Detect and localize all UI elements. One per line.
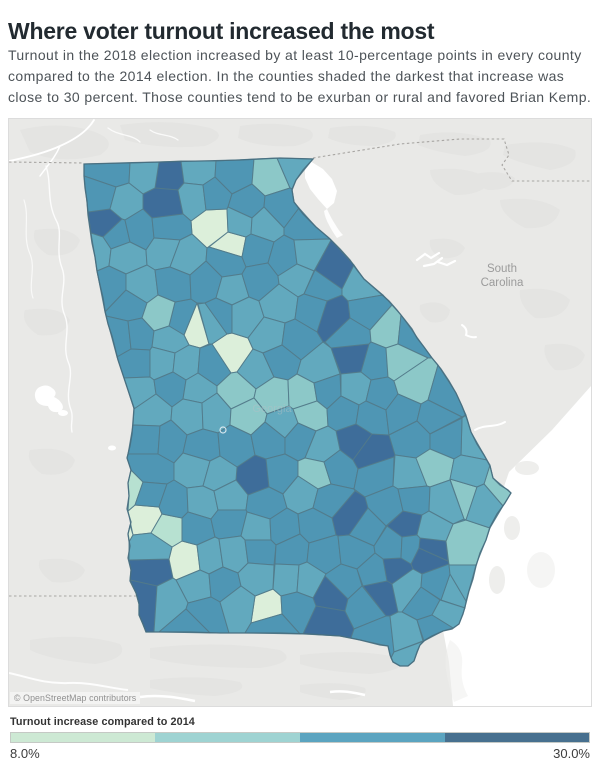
svg-text:Carolina: Carolina xyxy=(481,277,524,289)
svg-text:South: South xyxy=(487,263,517,275)
svg-text:Georgia: Georgia xyxy=(252,403,292,415)
